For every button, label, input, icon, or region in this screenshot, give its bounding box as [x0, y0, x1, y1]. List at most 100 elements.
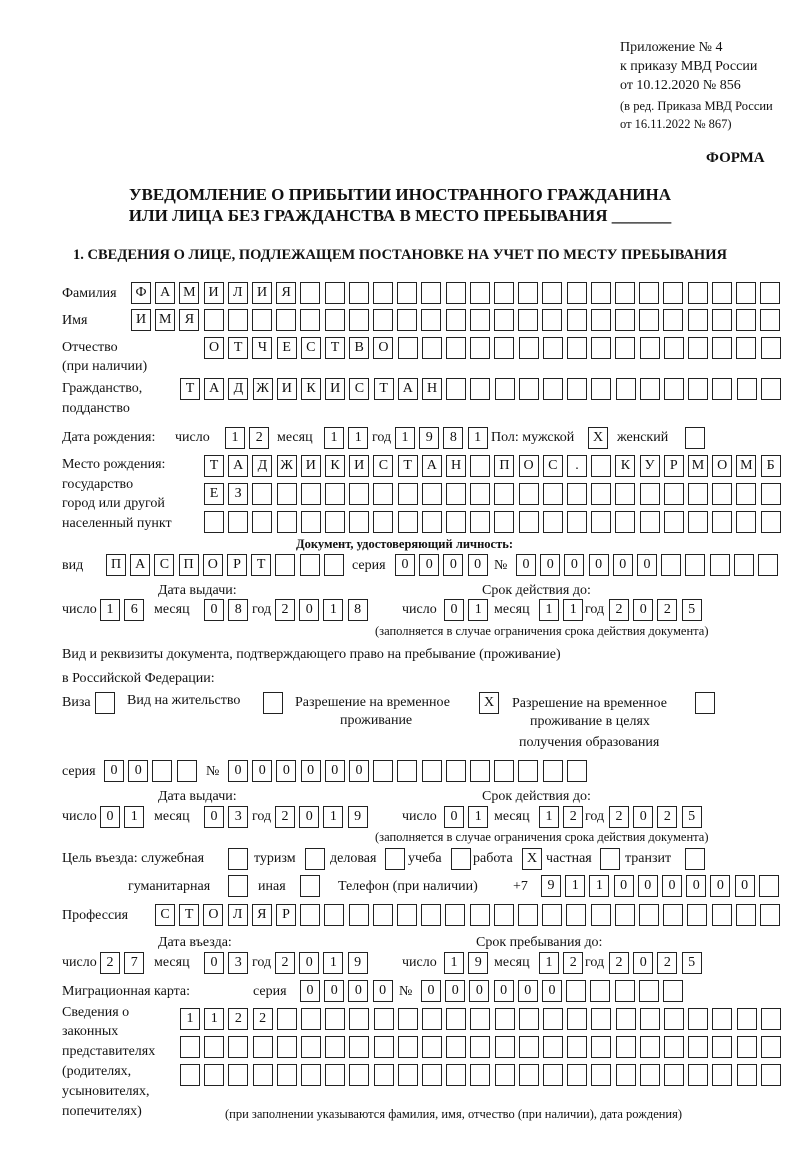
char-cell[interactable]	[422, 1008, 442, 1030]
char-cell[interactable]	[760, 282, 781, 304]
char-cell[interactable]: Ч	[252, 337, 273, 359]
char-cell[interactable]: 1	[539, 952, 559, 974]
char-cell[interactable]	[688, 378, 709, 400]
char-cell[interactable]	[494, 337, 515, 359]
char-cell[interactable]: А	[204, 378, 225, 400]
char-cell[interactable]: 2	[252, 1008, 273, 1030]
char-cell[interactable]	[373, 1064, 394, 1086]
char-cell[interactable]: Я	[251, 904, 272, 926]
char-cell[interactable]	[494, 282, 514, 304]
char-cell[interactable]	[685, 554, 706, 576]
char-cell[interactable]: К	[301, 378, 321, 400]
char-cell[interactable]	[397, 511, 418, 533]
char-cell[interactable]	[397, 904, 417, 926]
char-cell[interactable]: М	[736, 455, 757, 477]
char-cell[interactable]: 2	[609, 952, 629, 974]
char-cell[interactable]	[446, 1064, 467, 1086]
char-cell[interactable]	[543, 1036, 563, 1058]
char-cell[interactable]: 1	[444, 952, 464, 974]
char-cell[interactable]	[469, 904, 490, 926]
char-cell[interactable]: 0	[204, 952, 224, 974]
char-cell[interactable]	[518, 378, 539, 400]
char-cell[interactable]	[470, 483, 491, 505]
char-cell[interactable]	[203, 309, 224, 331]
char-cell[interactable]	[736, 1036, 757, 1058]
char-cell[interactable]	[591, 1064, 612, 1086]
char-cell[interactable]	[324, 904, 345, 926]
char-cell[interactable]	[712, 1008, 733, 1030]
char-cell[interactable]: Л	[227, 282, 248, 304]
char-cell[interactable]: 0	[299, 806, 320, 828]
char-cell[interactable]: 0	[686, 875, 707, 897]
char-cell[interactable]: 0	[564, 554, 585, 576]
char-cell[interactable]	[446, 483, 466, 505]
char-cell[interactable]: 0	[613, 875, 634, 897]
char-cell[interactable]	[397, 760, 418, 782]
char-cell[interactable]	[469, 309, 490, 331]
char-cell[interactable]: Р	[663, 455, 684, 477]
char-cell[interactable]	[664, 1008, 684, 1030]
char-cell[interactable]	[661, 554, 682, 576]
char-cell[interactable]: Т	[251, 554, 272, 576]
char-cell[interactable]: 1	[539, 806, 559, 828]
char-cell[interactable]: 0	[204, 599, 224, 621]
char-cell[interactable]: 1	[563, 599, 584, 621]
char-cell[interactable]: 0	[493, 980, 514, 1002]
char-cell[interactable]: 2	[275, 806, 295, 828]
char-cell[interactable]: А	[228, 455, 249, 477]
char-cell[interactable]: 0	[444, 599, 464, 621]
char-cell[interactable]	[422, 1064, 442, 1086]
char-cell[interactable]	[301, 1008, 321, 1030]
char-cell[interactable]	[736, 378, 757, 400]
char-cell[interactable]: 2	[657, 952, 678, 974]
char-cell[interactable]: 0	[517, 980, 538, 1002]
char-cell[interactable]	[421, 511, 442, 533]
char-cell[interactable]	[349, 1064, 370, 1086]
char-cell[interactable]	[446, 511, 466, 533]
char-cell[interactable]: Н	[446, 455, 466, 477]
char-cell[interactable]	[373, 1036, 394, 1058]
char-cell[interactable]: И	[252, 282, 272, 304]
char-cell[interactable]: 0	[516, 554, 536, 576]
char-cell[interactable]: О	[203, 904, 224, 926]
char-cell[interactable]	[180, 1036, 200, 1058]
char-cell[interactable]	[760, 309, 781, 331]
char-cell[interactable]	[494, 1036, 515, 1058]
char-cell[interactable]	[760, 511, 781, 533]
char-cell[interactable]	[445, 904, 466, 926]
char-cell[interactable]: X	[479, 692, 499, 714]
char-cell[interactable]: К	[615, 455, 636, 477]
char-cell[interactable]	[543, 1064, 563, 1086]
char-cell[interactable]	[688, 337, 708, 359]
char-cell[interactable]	[446, 337, 466, 359]
char-cell[interactable]: 1	[225, 427, 245, 449]
char-cell[interactable]: 0	[104, 760, 124, 782]
char-cell[interactable]: О	[712, 455, 733, 477]
char-cell[interactable]	[470, 455, 491, 477]
char-cell[interactable]	[397, 483, 418, 505]
char-cell[interactable]: .	[567, 455, 587, 477]
char-cell[interactable]: 1	[100, 599, 120, 621]
char-cell[interactable]: 1	[180, 1008, 200, 1030]
char-cell[interactable]	[421, 760, 442, 782]
char-cell[interactable]: 1	[395, 427, 415, 449]
char-cell[interactable]: Ж	[276, 455, 297, 477]
char-cell[interactable]	[373, 282, 393, 304]
char-cell[interactable]: 1	[565, 875, 586, 897]
char-cell[interactable]	[760, 904, 780, 926]
char-cell[interactable]	[663, 511, 684, 533]
char-cell[interactable]: Р	[227, 554, 247, 576]
char-cell[interactable]	[590, 904, 611, 926]
char-cell[interactable]	[300, 875, 320, 897]
char-cell[interactable]	[518, 1008, 539, 1030]
char-cell[interactable]	[591, 511, 612, 533]
char-cell[interactable]	[300, 511, 321, 533]
char-cell[interactable]	[736, 337, 757, 359]
char-cell[interactable]: 0	[637, 875, 658, 897]
char-cell[interactable]	[518, 309, 539, 331]
char-cell[interactable]	[324, 282, 345, 304]
char-cell[interactable]: 0	[300, 980, 320, 1002]
char-cell[interactable]	[372, 904, 393, 926]
char-cell[interactable]	[470, 1036, 491, 1058]
char-cell[interactable]: И	[325, 378, 346, 400]
